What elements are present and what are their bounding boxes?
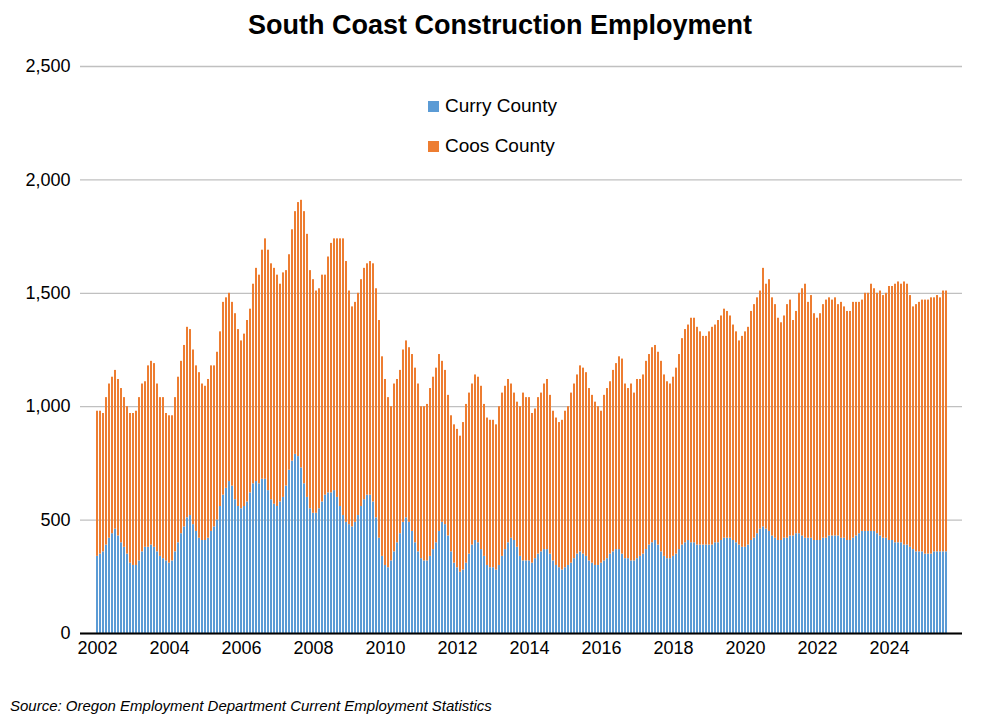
svg-text:2024: 2024: [869, 638, 909, 658]
svg-text:2008: 2008: [293, 638, 333, 658]
svg-text:1,500: 1,500: [25, 283, 70, 303]
svg-text:2016: 2016: [581, 638, 621, 658]
svg-text:2,500: 2,500: [25, 56, 70, 76]
svg-text:2006: 2006: [221, 638, 261, 658]
svg-text:2002: 2002: [77, 638, 117, 658]
svg-text:2010: 2010: [365, 638, 405, 658]
svg-text:500: 500: [40, 510, 70, 530]
html-text:Curry County: Curry County: [445, 95, 557, 116]
html-text:Coos County: Coos County: [445, 135, 555, 156]
html-text:South Coast Construction Emplo: South Coast Construction Employment: [248, 10, 752, 40]
svg-text:2018: 2018: [653, 638, 693, 658]
html-text:Source: Oregon Employment Depa: Source: Oregon Employment Department Cur…: [10, 697, 492, 714]
svg-text:2014: 2014: [509, 638, 549, 658]
svg-text:2,000: 2,000: [25, 170, 70, 190]
svg-text:0: 0: [60, 623, 70, 643]
svg-text:2020: 2020: [725, 638, 765, 658]
svg-text:2022: 2022: [797, 638, 837, 658]
svg-text:2004: 2004: [149, 638, 189, 658]
svg-text:2012: 2012: [437, 638, 477, 658]
svg-text:1,000: 1,000: [25, 396, 70, 416]
